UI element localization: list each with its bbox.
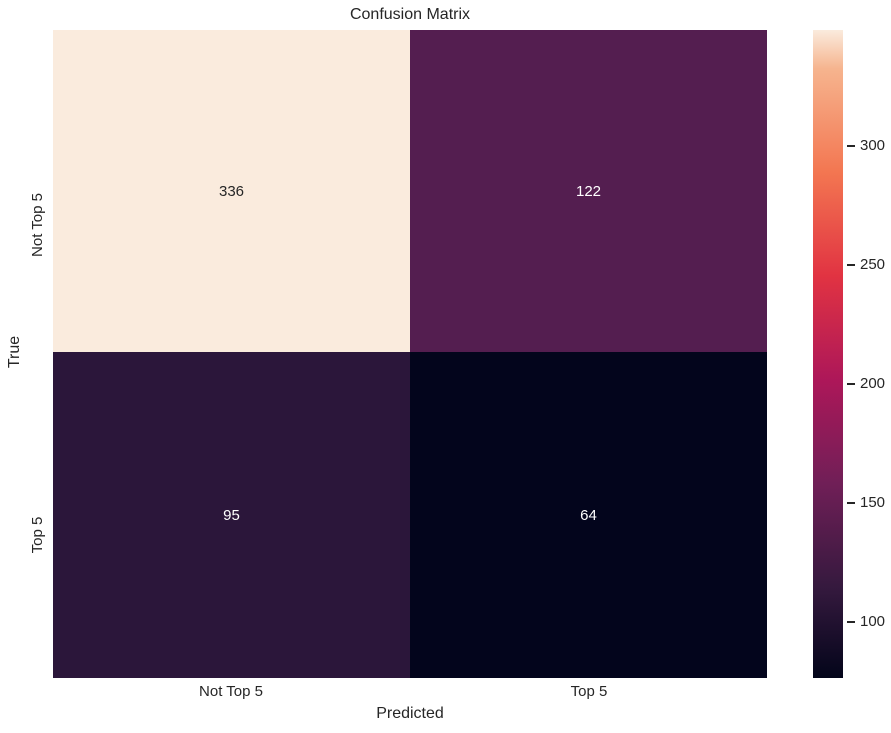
- colorbar-tick: 300: [813, 137, 891, 155]
- colorbar-tick-label: 100: [860, 613, 886, 630]
- colorbar-tick-label: 250: [860, 256, 886, 273]
- cell-value: 122: [575, 182, 602, 200]
- heatmap-cell-true0-pred0: 336: [53, 30, 410, 352]
- cell-value: 336: [218, 182, 245, 200]
- heatmap-cell-true0-pred1: 122: [410, 30, 767, 352]
- heatmap-cell-true1-pred1: 64: [410, 352, 767, 678]
- colorbar-tick-label: 200: [860, 375, 886, 392]
- tick-mark: [847, 502, 855, 504]
- colorbar-tick: 200: [813, 375, 891, 393]
- colorbar-tick-label: 150: [860, 494, 886, 511]
- colorbar-tick: 250: [813, 256, 891, 274]
- heatmap: 336 122 95 64: [53, 30, 767, 678]
- tick-mark: [847, 145, 855, 147]
- colorbar-tick: 100: [813, 613, 891, 631]
- y-axis-label: True: [6, 335, 23, 369]
- cell-value: 64: [580, 506, 597, 524]
- colorbar-tick-label: 300: [860, 137, 886, 154]
- tick-mark: [847, 621, 855, 623]
- tick-mark: [847, 383, 855, 385]
- chart-title: Confusion Matrix: [349, 6, 471, 23]
- y-tick-label-not-top-5: Not Top 5: [29, 193, 46, 257]
- x-tick-label-top-5: Top 5: [570, 683, 608, 700]
- colorbar-tick: 150: [813, 494, 891, 512]
- x-tick-label-not-top-5: Not Top 5: [199, 683, 263, 700]
- tick-mark: [847, 264, 855, 266]
- x-axis-label: Predicted: [376, 705, 444, 722]
- y-tick-label-top-5: Top 5: [29, 516, 46, 554]
- heatmap-cell-true1-pred0: 95: [53, 352, 410, 678]
- colorbar-ticks: 300 250 200 150 100: [813, 30, 891, 678]
- cell-value: 95: [223, 506, 240, 524]
- colorbar-gradient: [813, 30, 843, 678]
